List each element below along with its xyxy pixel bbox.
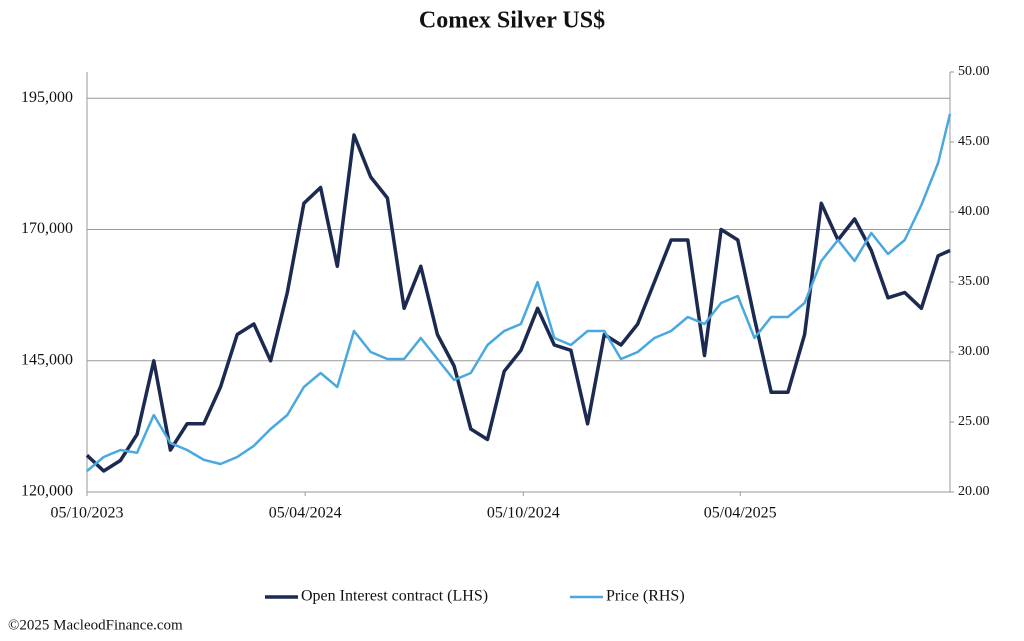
y2-tick-label: 50.00 [958, 64, 990, 79]
y2-tick-label: 20.00 [958, 484, 990, 499]
series-line [85, 133, 951, 473]
y-tick-label: 145,000 [21, 351, 73, 368]
legend-label: Price (RHS) [606, 588, 685, 605]
source: ©2025 MacleodFinance.com [8, 617, 183, 633]
y-tick-label: 120,000 [21, 483, 73, 500]
chart-title: Comex Silver US$ [419, 8, 605, 34]
y2-tick-label: 30.00 [958, 344, 990, 359]
y-tick-label: 170,000 [21, 220, 73, 237]
y2-tick-label: 45.00 [958, 134, 990, 149]
x-tick-label: 05/10/2023 [51, 505, 124, 522]
y2-tick-label: 40.00 [958, 204, 990, 219]
y2-tick-label: 25.00 [958, 414, 990, 429]
x-tick-label: 05/04/2024 [269, 505, 342, 522]
series-line [86, 113, 952, 472]
x-tick-label: 05/10/2024 [487, 505, 560, 522]
legend-label: Open Interest contract (LHS) [301, 588, 488, 605]
x-tick-label: 05/04/2025 [704, 505, 777, 522]
y-tick-label: 195,000 [21, 89, 73, 106]
y2-tick-label: 35.00 [958, 274, 990, 289]
